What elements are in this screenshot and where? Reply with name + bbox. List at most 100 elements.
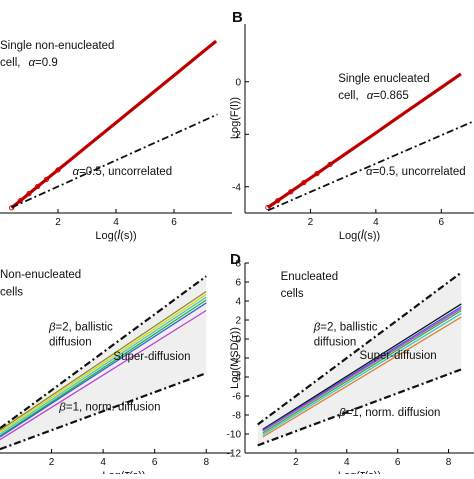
panel-letter: D [230,251,241,268]
data-point [275,198,281,204]
y-tick-label: -2 [232,130,241,141]
reference-line-0 [0,275,207,430]
data-point [17,198,23,204]
annotation-text: Enucleated [281,271,339,283]
msd-curve [0,290,207,431]
annotation-text: cell, [338,90,358,102]
y-axis-label: Log(F(l)) [229,97,241,139]
data-point [26,190,32,197]
greek-symbol: β [48,321,56,333]
annotation-c3: β=2, ballistic [48,321,113,333]
annotation-d4: diffusion [314,337,357,349]
greek-symbol: β [313,321,321,333]
annotation-text: cell, [0,57,20,69]
x-axis-label: Log(τ(s)) [102,468,145,474]
x-tick-label: 8 [203,457,209,468]
annotation-text: Single enucleated [338,73,429,85]
data-point [8,205,15,211]
msd-curve [262,306,462,431]
annotation-text: =0.5, uncorrelated [373,166,466,178]
annotation-b1: Single enucleated [338,73,429,85]
data-point [55,167,61,173]
x-axis-label-part: l [117,228,121,242]
x-axis-label-part: (s)) [365,470,382,474]
x-tick-label: 2 [55,217,61,228]
x-tick-label: 6 [152,457,158,468]
x-tick-label: 4 [373,217,379,228]
y-tick-label: 6 [235,278,241,289]
x-tick-label: 8 [446,457,452,468]
msd-curve [0,302,207,438]
x-tick-label: 6 [439,217,445,228]
greek-symbol: α [367,90,374,102]
msd-curve [262,312,462,436]
annotation-d1: Enucleated [281,271,339,283]
annotation-d6: β=1, norm. diffusion [338,407,440,419]
annotation-a1: Single non-enucleated [0,40,114,52]
y-tick-label: -4 [232,182,241,193]
msd-curve [0,299,207,437]
y-tick-label: -8 [232,411,241,422]
x-axis-label-part: l [361,228,365,242]
annotation-text: Super-diffusion [360,350,437,362]
annotation-text: =0.5, uncorrelated [79,166,172,178]
x-axis-label-part: (s)) [129,470,146,474]
annotation-text: diffusion [49,337,92,349]
y-tick-label: -12 [227,449,242,460]
msd-curve [0,309,207,441]
annotation-c6: β=1, norm. diffusion [58,401,160,413]
annotation-text: cells [0,286,23,298]
reference-line-1 [11,113,218,209]
y-tick-label: 8 [235,259,241,270]
annotation-d5: Super-diffusion [360,350,437,362]
x-axis-label-part: Log( [338,470,360,474]
x-tick-label: 6 [171,217,177,228]
x-axis-label-part: (s)) [364,230,381,242]
msd-curve [0,296,207,435]
data-point [301,179,307,186]
annotation-c4: diffusion [49,337,92,349]
y-tick-label: 0 [235,77,241,88]
annotation-text: Non-enucleated [0,269,81,281]
x-axis-label: Log(τ(s)) [338,468,381,474]
greek-symbol: α [28,57,35,69]
annotation-c2: cells [0,286,23,298]
greek-symbol: β [58,401,66,413]
reference-line-1 [257,368,462,447]
reference-line-0 [257,271,462,426]
greek-symbol: α [366,166,373,178]
annotation-d3: β=2, ballistic [313,321,378,333]
annotation-text: diffusion [314,337,357,349]
x-tick-label: 6 [395,457,401,468]
x-axis-label-part: Log( [339,230,361,242]
msd-curve [262,316,462,438]
data-line-core [11,40,217,209]
annotation-text: cells [281,288,304,300]
msd-curve [262,303,462,430]
annotation-text: =2, ballistic [56,321,113,333]
data-point [327,161,333,168]
annotation-text: Single non-enucleated [0,40,114,52]
annotation-text: =1, norm. diffusion [66,401,161,413]
y-tick-label: 0 [235,335,241,346]
y-tick-label: 4 [235,297,241,308]
annotation-c1: Non-enucleated [0,269,81,281]
data-point [314,170,320,177]
y-tick-label: -4 [232,373,241,384]
annotation-value: =0.9 [35,57,58,69]
msd-curve [262,309,462,434]
x-tick-label: 2 [308,217,314,228]
x-axis-label-part: (s)) [120,230,137,242]
msd-curve [0,293,207,433]
x-tick-label: 2 [293,457,299,468]
x-axis-label: Log(l(s)) [339,228,380,242]
y-axis-label: Log(MSD(τ)) [229,327,241,389]
data-point [35,183,41,190]
msd-curve [262,308,462,432]
annotation-b2: cell, α=0.865 [338,90,409,102]
annotation-c5: Super-diffusion [113,351,190,363]
annotation-text: =2, ballistic [320,321,377,333]
annotation-d2: cells [281,288,304,300]
annotation-b3: α=0.5, uncorrelated [366,166,466,178]
